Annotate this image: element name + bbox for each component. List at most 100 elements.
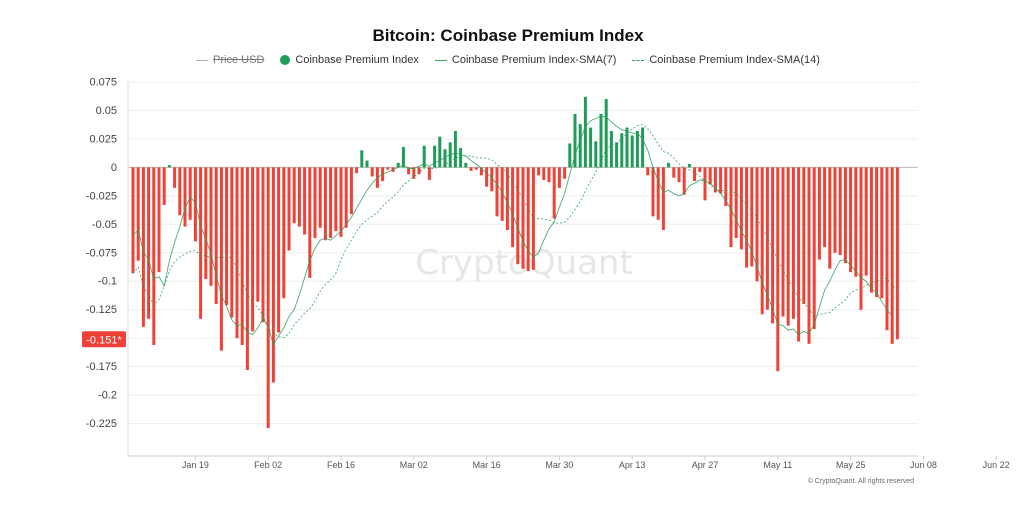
legend-sma14[interactable]: Coinbase Premium Index-SMA(14) — [632, 54, 820, 66]
legend-label-sma14: Coinbase Premium Index-SMA(14) — [649, 54, 820, 66]
index-bar — [147, 167, 151, 319]
x-tick-label: Feb 16 — [327, 460, 355, 470]
index-bar — [199, 167, 203, 319]
index-bar — [646, 167, 650, 176]
y-tick-label: -0.05 — [92, 219, 117, 231]
index-bar — [157, 167, 161, 273]
index-bar — [485, 167, 489, 187]
index-bar — [687, 163, 691, 168]
index-bar — [235, 167, 239, 339]
index-bar — [308, 167, 312, 278]
index-bar — [495, 167, 499, 217]
current-value-label: -0.151* — [86, 334, 122, 346]
index-bar — [401, 146, 405, 168]
index-bar — [734, 167, 738, 238]
index-bar — [755, 167, 759, 282]
index-bar — [651, 167, 655, 217]
index-bar — [750, 167, 754, 267]
index-bar — [615, 142, 619, 168]
index-bar — [869, 167, 873, 293]
x-tick-label: Mar 16 — [473, 460, 501, 470]
index-bar — [875, 167, 879, 298]
legend-premium-index[interactable]: Coinbase Premium Index — [280, 54, 419, 66]
index-bar — [386, 167, 390, 170]
sma7-line — [132, 115, 893, 347]
index-bar — [292, 167, 296, 224]
index-bar — [812, 167, 816, 330]
x-tick-label: Apr 13 — [619, 460, 646, 470]
index-bar — [453, 130, 457, 168]
index-bar — [245, 167, 249, 371]
index-bar — [708, 167, 712, 185]
index-bar — [303, 167, 307, 235]
index-bar — [225, 167, 229, 306]
y-tick-label: -0.025 — [86, 190, 117, 202]
legend-dot-icon — [280, 55, 291, 65]
index-bar — [682, 167, 686, 195]
index-bar — [183, 167, 187, 227]
index-bar — [641, 127, 645, 168]
index-bar — [698, 167, 702, 172]
index-bar — [287, 167, 291, 251]
index-bar — [162, 167, 166, 205]
legend-label-sma7: Coinbase Premium Index-SMA(7) — [451, 54, 617, 66]
index-bar — [589, 127, 593, 168]
index-bar — [635, 130, 639, 168]
index-bar — [849, 167, 853, 273]
legend-label-index: Coinbase Premium Index — [295, 54, 419, 66]
index-bar — [661, 167, 665, 230]
index-bar — [188, 167, 192, 220]
index-bar — [349, 167, 353, 215]
index-bar — [443, 149, 447, 168]
y-tick-label: -0.225 — [86, 418, 117, 430]
index-bar — [282, 167, 286, 299]
y-tick-label: 0.025 — [89, 133, 117, 145]
index-bar — [786, 167, 790, 326]
index-bar — [885, 167, 889, 331]
index-bar — [537, 167, 541, 176]
index-bar — [365, 160, 369, 168]
index-bar — [240, 167, 244, 345]
index-bar — [209, 167, 213, 286]
legend-sma7[interactable]: Coinbase Premium Index-SMA(7) — [434, 54, 617, 66]
legend-dash-icon — [632, 59, 645, 61]
index-bar — [219, 167, 223, 351]
index-bar — [531, 167, 535, 270]
x-tick-label: Jun 22 — [983, 460, 1010, 470]
index-bar — [433, 145, 437, 168]
index-bar — [864, 167, 868, 276]
index-bar — [438, 136, 442, 168]
index-bar — [807, 167, 811, 344]
index-bar — [703, 167, 707, 201]
index-bar — [797, 167, 801, 342]
legend-price-usd[interactable]: Price USD — [196, 54, 264, 66]
index-bar — [604, 99, 608, 168]
index-bar — [667, 162, 671, 168]
x-tick-label: Jan 19 — [182, 460, 209, 470]
index-bar — [329, 167, 333, 238]
y-tick-label: -0.1 — [98, 276, 117, 288]
index-bar — [594, 141, 598, 168]
x-tick-label: May 25 — [836, 460, 866, 470]
index-bar — [256, 167, 260, 302]
index-bar — [370, 167, 374, 177]
y-tick-label: -0.2 — [98, 390, 117, 402]
index-bar — [427, 167, 431, 180]
index-bar — [422, 145, 426, 168]
index-bar — [271, 167, 275, 383]
index-bar — [552, 167, 556, 219]
index-bar — [563, 167, 567, 179]
index-bar — [521, 167, 525, 269]
index-bar — [334, 167, 338, 232]
index-bar — [880, 167, 884, 299]
index-bar — [511, 167, 515, 248]
chart-legend: Price USD Coinbase Premium Index Coinbas… — [0, 54, 1016, 66]
index-bar — [277, 167, 281, 333]
index-bar — [609, 130, 613, 168]
x-tick-label: Jun 08 — [910, 460, 937, 470]
index-bar — [771, 167, 775, 324]
chart-title: Bitcoin: Coinbase Premium Index — [372, 26, 644, 45]
index-bar — [136, 167, 140, 261]
index-bar — [318, 167, 322, 228]
